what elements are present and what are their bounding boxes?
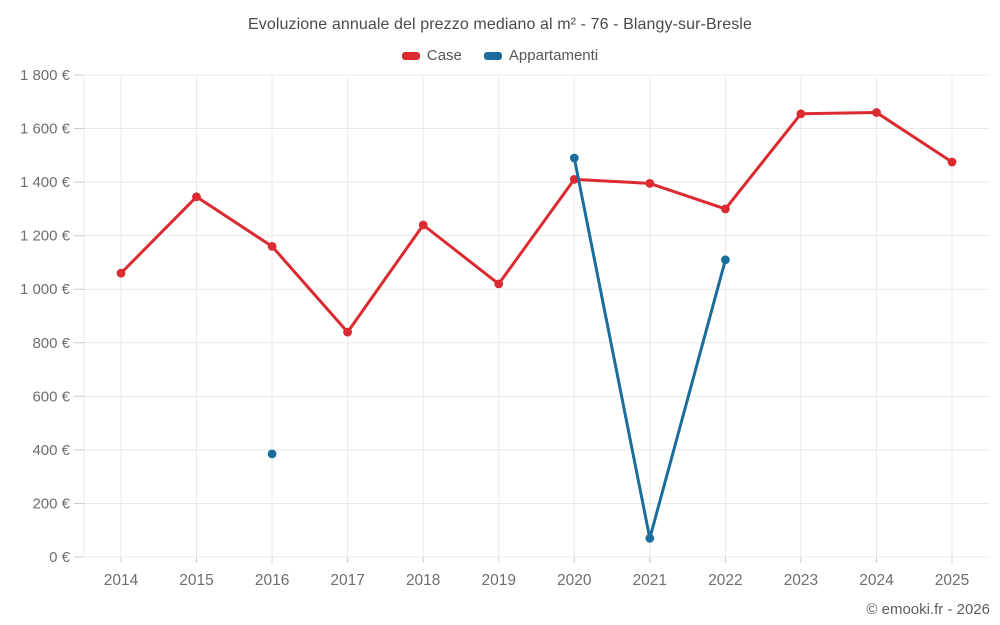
legend-item-appartamenti[interactable]: Appartamenti bbox=[483, 47, 599, 64]
data-point-case-2016[interactable] bbox=[267, 242, 277, 251]
x-axis-label: 2020 bbox=[557, 572, 592, 589]
data-point-case-2025[interactable] bbox=[947, 157, 957, 167]
legend-item-case[interactable]: Case bbox=[401, 47, 462, 64]
legend-swatch-icon bbox=[483, 51, 502, 60]
x-axis-label: 2019 bbox=[481, 572, 515, 589]
x-axis-label: 2015 bbox=[179, 572, 213, 589]
data-point-case-2015[interactable] bbox=[192, 192, 201, 202]
data-point-case-2014[interactable] bbox=[116, 268, 126, 278]
x-axis-label: 2021 bbox=[633, 572, 667, 589]
data-point-appartamenti-2020[interactable] bbox=[569, 153, 579, 163]
x-axis-label: 2018 bbox=[406, 572, 440, 589]
data-point-case-2023[interactable] bbox=[796, 109, 806, 119]
y-axis-label: 1 800 € bbox=[20, 67, 71, 84]
y-axis-label: 600 € bbox=[32, 388, 70, 405]
data-point-appartamenti-2022[interactable] bbox=[721, 255, 730, 265]
chart-title: Evoluzione annuale del prezzo mediano al… bbox=[248, 16, 752, 33]
data-point-case-2019[interactable] bbox=[494, 279, 504, 289]
x-axis-label: 2016 bbox=[255, 572, 289, 589]
y-axis-label: 1 200 € bbox=[20, 228, 71, 245]
data-point-appartamenti-2016[interactable] bbox=[267, 449, 277, 459]
y-axis-label: 0 € bbox=[49, 549, 71, 566]
legend-swatch-icon bbox=[401, 51, 420, 60]
x-axis-label: 2023 bbox=[784, 572, 818, 589]
y-axis-label: 1 600 € bbox=[20, 121, 71, 138]
data-point-case-2020[interactable] bbox=[569, 175, 579, 184]
legend-label: Appartamenti bbox=[508, 47, 599, 64]
data-point-case-2024[interactable] bbox=[872, 108, 881, 117]
series-line-case bbox=[119, 111, 954, 334]
x-axis-label: 2022 bbox=[708, 572, 742, 589]
data-point-appartamenti-2021[interactable] bbox=[645, 533, 655, 543]
copyright: © emooki.fr - 2026 bbox=[866, 601, 990, 618]
data-point-case-2022[interactable] bbox=[721, 204, 730, 214]
legend-label: Case bbox=[426, 47, 462, 64]
y-axis-label: 800 € bbox=[32, 335, 70, 352]
data-point-case-2018[interactable] bbox=[418, 220, 428, 230]
y-axis-label: 200 € bbox=[32, 495, 70, 512]
legend: Case Appartamenti bbox=[0, 47, 1000, 64]
y-axis-label: 1 000 € bbox=[20, 281, 71, 298]
y-axis-label: 1 400 € bbox=[20, 174, 71, 191]
data-point-case-2017[interactable] bbox=[343, 327, 352, 337]
y-axis-label: 400 € bbox=[32, 442, 70, 459]
x-axis-label: 2024 bbox=[859, 572, 894, 589]
x-axis-label: 2025 bbox=[935, 572, 969, 589]
x-axis-label: 2017 bbox=[330, 572, 364, 589]
x-axis-label: 2014 bbox=[104, 572, 139, 589]
data-point-case-2021[interactable] bbox=[645, 179, 655, 188]
